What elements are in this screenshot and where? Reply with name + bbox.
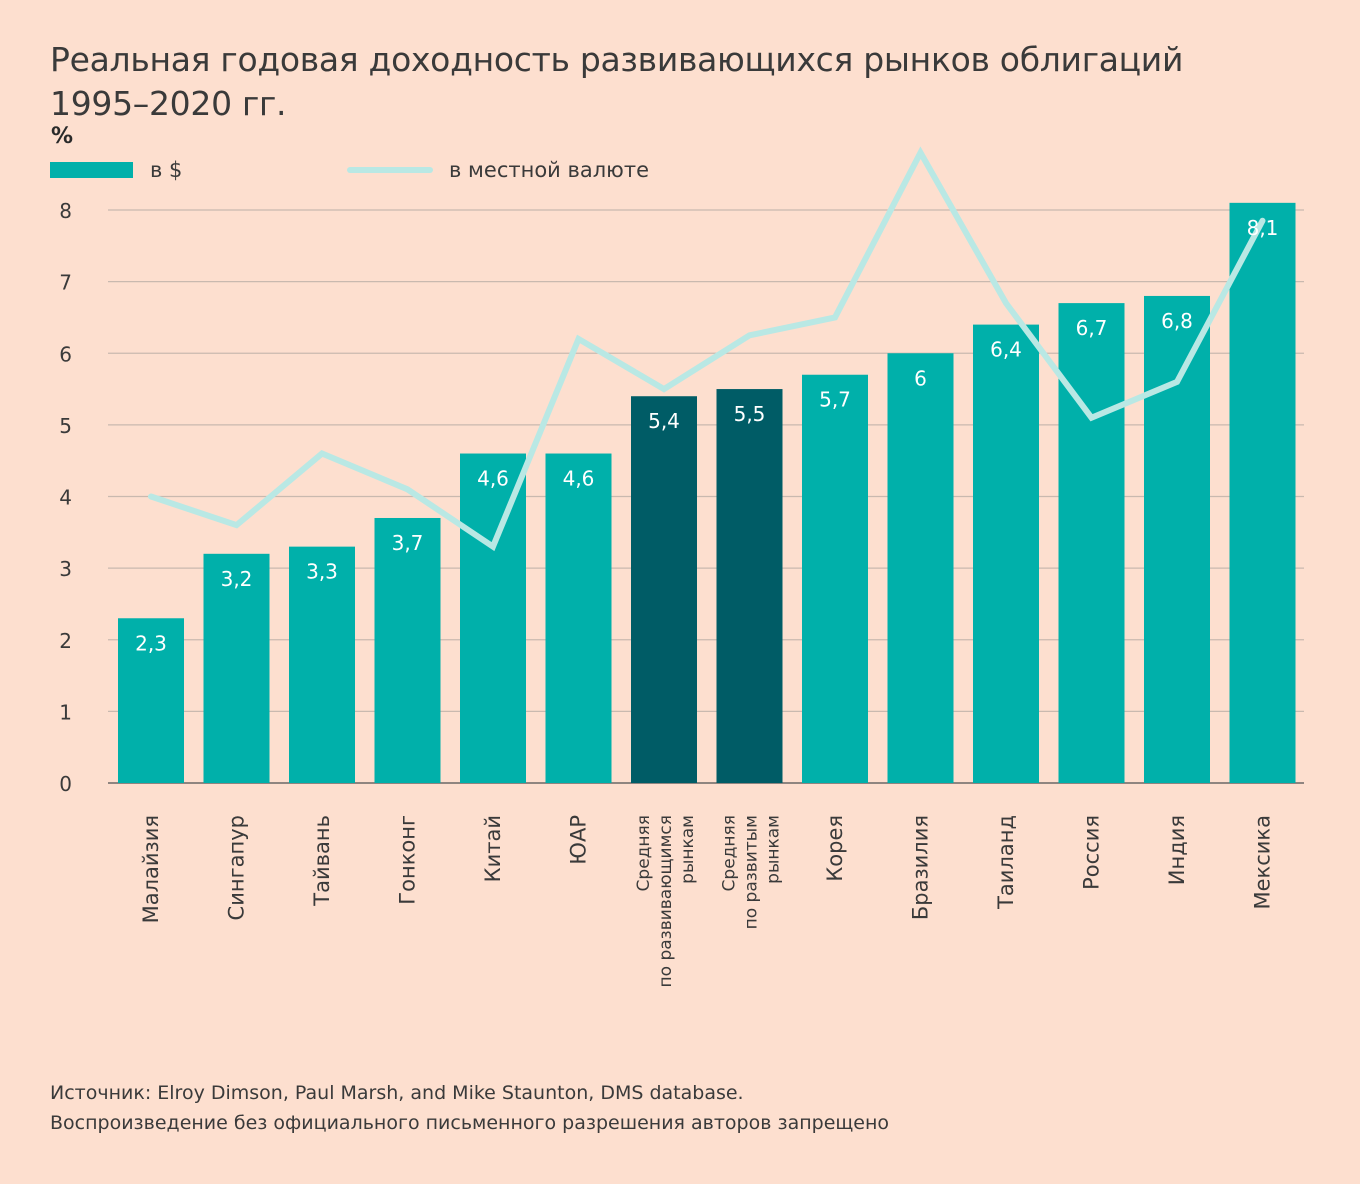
bar-value-label: 5,4 <box>648 409 680 433</box>
legend-bar-swatch <box>50 162 133 178</box>
category-label: Таиланд <box>994 815 1018 910</box>
bar <box>716 389 783 783</box>
y-tick-label: 0 <box>59 772 72 796</box>
bar-value-label: 5,7 <box>819 388 851 412</box>
title-line-1: Реальная годовая доходность развивающихс… <box>50 40 1184 79</box>
bar-value-label: 5,5 <box>734 402 766 426</box>
category-label: Китай <box>481 815 505 882</box>
bar <box>1229 202 1296 783</box>
bar <box>973 324 1039 783</box>
bar-value-label: 2,3 <box>135 631 167 655</box>
y-tick-label: 7 <box>59 271 72 295</box>
category-label: Тайвань <box>310 815 334 907</box>
y-tick-label: 1 <box>59 700 72 724</box>
bar <box>887 353 954 783</box>
category-label: рынкам <box>764 815 784 884</box>
category-label: Сингапур <box>225 815 249 920</box>
legend-line-label: в местной валюте <box>449 158 649 182</box>
category-label: Бразилия <box>909 815 933 920</box>
bar <box>802 374 868 783</box>
bar-value-label: 4,6 <box>563 467 595 491</box>
y-tick-label: 8 <box>59 199 72 223</box>
bar-value-label: 8,1 <box>1247 216 1279 240</box>
chart-title: Реальная годовая доходность развивающихс… <box>50 38 1330 126</box>
bar-value-label: 3,7 <box>392 531 424 555</box>
category-label: Индия <box>1165 815 1189 885</box>
category-label: Средняя <box>720 815 740 891</box>
bar <box>631 396 697 783</box>
category-label: Корея <box>823 815 847 882</box>
category-label: ЮАР <box>567 815 591 865</box>
legend: в $ в местной валюте <box>50 158 850 188</box>
y-tick-label: 3 <box>59 557 72 581</box>
line-series <box>148 146 1266 552</box>
source-line-1: Источник: Elroy Dimson, Paul Marsh, and … <box>50 1082 744 1104</box>
source-note: Источник: Elroy Dimson, Paul Marsh, and … <box>50 1078 889 1138</box>
y-tick-label: 6 <box>59 342 72 366</box>
bar <box>545 453 612 783</box>
category-label: Малайзия <box>139 815 163 923</box>
category-label: Гонконг <box>396 815 420 905</box>
bar-value-label: 6,8 <box>1161 309 1193 333</box>
y-tick-label: 4 <box>59 486 72 510</box>
y-tick-label: 2 <box>59 629 72 653</box>
category-label: Мексика <box>1251 815 1275 909</box>
y-tick-label: 5 <box>59 414 72 438</box>
bar <box>118 618 184 783</box>
bar-value-label: 6 <box>914 366 927 390</box>
bar-line-chart: 0 1 2 3 4 5 6 7 8 2,3 3,2 3,3 3,7 4,6 4,6 5,4 5,5 5,7 6 6,4… <box>59 146 1304 987</box>
bar-value-label: 3,2 <box>221 567 253 591</box>
bar <box>1144 295 1210 783</box>
y-axis-unit: % <box>51 124 74 149</box>
category-label: Россия <box>1080 815 1104 890</box>
bar <box>460 453 526 783</box>
category-label: рынкам <box>678 815 698 884</box>
title-line-2: 1995–2020 гг. <box>50 84 287 123</box>
source-line-2: Воспроизведение без официального письмен… <box>50 1112 890 1134</box>
category-label: по развитым <box>742 815 762 929</box>
bar-value-label: 6,4 <box>990 338 1022 362</box>
bar <box>203 553 270 783</box>
bar <box>289 546 355 783</box>
legend-bar-label: в $ <box>150 158 183 182</box>
bar <box>374 517 441 783</box>
category-label: Средняя <box>634 815 654 891</box>
category-label: по развивающимся <box>656 815 676 987</box>
legend-line-swatch <box>347 167 433 173</box>
bar <box>1058 303 1125 783</box>
bar-value-label: 6,7 <box>1076 316 1108 340</box>
bar-value-label: 3,3 <box>306 560 338 584</box>
bar-value-label: 4,6 <box>477 467 509 491</box>
